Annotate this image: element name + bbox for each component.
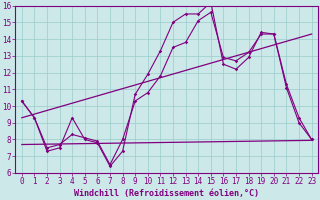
X-axis label: Windchill (Refroidissement éolien,°C): Windchill (Refroidissement éolien,°C) — [74, 189, 259, 198]
